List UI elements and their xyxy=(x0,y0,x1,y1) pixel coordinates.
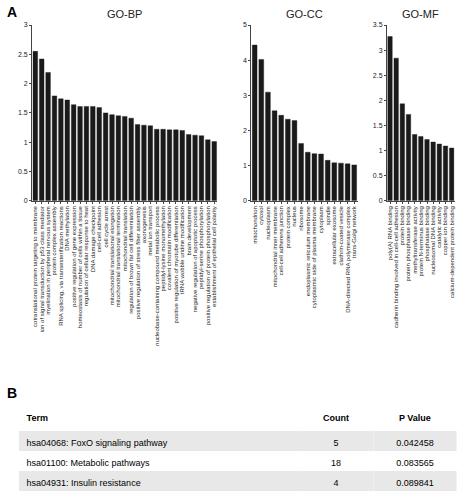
svg-text:cytosol: cytosol xyxy=(258,206,264,225)
svg-text:positive regulation of stress: positive regulation of stress fiber asse… xyxy=(135,206,141,319)
svg-text:nucleoplasm: nucleoplasm xyxy=(265,206,271,240)
svg-text:clathrin-coated vesicle: clathrin-coated vesicle xyxy=(338,206,344,266)
svg-text:negative regulation of apoptot: negative regulation of apoptotic process xyxy=(192,206,198,312)
svg-text:1: 1 xyxy=(243,162,247,169)
svg-text:endoplasmic reticulum membrane: endoplasmic reticulum membrane xyxy=(305,205,311,296)
svg-text:mitochondrial translation: mitochondrial translation xyxy=(122,206,128,271)
svg-text:protein phosphatase binding: protein phosphatase binding xyxy=(405,206,411,281)
svg-text:cytoplasm: cytoplasm xyxy=(318,206,324,233)
svg-text:hsa04068: FoxO signaling pathw: hsa04068: FoxO signaling pathway xyxy=(27,438,168,448)
svg-text:5: 5 xyxy=(243,21,247,28)
svg-text:mitochondrial inner membrane: mitochondrial inner membrane xyxy=(272,205,278,287)
svg-text:0: 0 xyxy=(379,197,383,204)
svg-text:5: 5 xyxy=(334,438,339,448)
svg-text:trans-Golgi network: trans-Golgi network xyxy=(351,205,357,258)
svg-text:cadherin binding involved in c: cadherin binding involved in cell-cell a… xyxy=(393,206,399,328)
svg-text:2: 2 xyxy=(379,97,383,104)
svg-text:hsa04931: Insulin resistance: hsa04931: Insulin resistance xyxy=(27,478,141,488)
svg-text:axonogenesis: axonogenesis xyxy=(141,206,147,243)
svg-text:GO-MF: GO-MF xyxy=(402,8,439,20)
svg-text:spindle: spindle xyxy=(325,205,331,225)
svg-text:2: 2 xyxy=(24,80,28,87)
svg-text:metal ion transport: metal ion transport xyxy=(147,206,153,256)
svg-text:2.5: 2.5 xyxy=(373,72,383,79)
svg-text:P Value: P Value xyxy=(399,413,431,423)
svg-text:2.5: 2.5 xyxy=(18,51,28,58)
svg-text:protein binding: protein binding xyxy=(399,206,405,245)
svg-text:0: 0 xyxy=(243,197,247,204)
svg-text:0.5: 0.5 xyxy=(18,168,28,175)
svg-text:establishment of epithelial ce: establishment of epithelial cell polarit… xyxy=(211,206,217,307)
svg-text:3: 3 xyxy=(24,21,28,28)
svg-text:DNA damage checkpoint: DNA damage checkpoint xyxy=(90,206,96,272)
svg-text:positive regulation of gene ex: positive regulation of gene expression xyxy=(71,206,77,307)
svg-text:myelination in peripheral nerv: myelination in peripheral nervous system xyxy=(45,206,51,315)
svg-text:A: A xyxy=(7,4,17,20)
svg-text:cytoplasmic side of plasma mem: cytoplasmic side of plasma membrane xyxy=(311,205,317,308)
svg-text:DNA-directed RNA polymerase co: DNA-directed RNA polymerase complex xyxy=(345,206,351,313)
svg-text:peptidyl-serine phosphorylatio: peptidyl-serine phosphorylation xyxy=(198,206,204,289)
svg-text:3: 3 xyxy=(379,47,383,54)
svg-text:Count: Count xyxy=(323,413,349,423)
svg-text:0.042458: 0.042458 xyxy=(396,438,434,448)
svg-text:protein N-terminus binding: protein N-terminus binding xyxy=(418,206,424,276)
svg-text:homeostasis of number of cells: homeostasis of number of cells within a … xyxy=(77,205,83,328)
svg-text:1.5: 1.5 xyxy=(18,109,28,116)
svg-text:mitochondrial translational el: mitochondrial translational elongation xyxy=(109,206,115,305)
svg-text:poly(A) RNA binding: poly(A) RNA binding xyxy=(387,206,393,260)
svg-text:protein complex assembly: protein complex assembly xyxy=(51,206,57,275)
svg-text:ribosome: ribosome xyxy=(298,205,304,230)
svg-text:ion of signal transduction by: ion of signal transduction by p53 class … xyxy=(39,206,45,332)
svg-text:copper ion binding: copper ion binding xyxy=(442,206,448,255)
svg-text:4: 4 xyxy=(334,478,339,488)
svg-text:positive regulation of myotube: positive regulation of myotube different… xyxy=(173,206,179,323)
svg-text:catalytic activity: catalytic activity xyxy=(436,206,442,248)
svg-text:nucleus: nucleus xyxy=(291,206,297,227)
svg-text:brain development: brain development xyxy=(186,206,192,256)
svg-text:RNA splicing, via transesterif: RNA splicing, via transesterification re… xyxy=(58,206,64,326)
svg-text:0.089841: 0.089841 xyxy=(396,478,434,488)
svg-text:methyltransferase activity: methyltransferase activity xyxy=(412,206,418,274)
svg-text:cell-cell adherens junction: cell-cell adherens junction xyxy=(278,206,284,275)
svg-text:3: 3 xyxy=(243,92,247,99)
svg-text:GO-BP: GO-BP xyxy=(107,8,142,20)
svg-text:0.5: 0.5 xyxy=(373,172,383,179)
svg-text:regulation of cellular respons: regulation of cellular response to heat xyxy=(83,206,89,306)
svg-text:regulation of brown fat cell d: regulation of brown fat cell differentia… xyxy=(128,206,134,314)
svg-text:DNA methylation: DNA methylation xyxy=(64,206,70,251)
svg-text:1.5: 1.5 xyxy=(373,122,383,129)
svg-text:phosphatase binding: phosphatase binding xyxy=(424,206,430,261)
svg-text:cotranslational protein target: cotranslational protein targeting to mem… xyxy=(32,206,38,327)
svg-text:covalent chromatin modificatio: covalent chromatin modification xyxy=(166,206,172,290)
svg-text:nucleosomal DNA binding: nucleosomal DNA binding xyxy=(430,206,436,275)
svg-text:nucleobase-containing compound: nucleobase-containing compound metabolic… xyxy=(154,206,160,346)
svg-text:18: 18 xyxy=(331,458,341,468)
svg-text:calcium-dependent protein bind: calcium-dependent protein binding xyxy=(449,206,455,298)
svg-text:0: 0 xyxy=(24,197,28,204)
svg-text:4: 4 xyxy=(243,57,247,64)
svg-text:cell cycle arrest: cell cycle arrest xyxy=(103,206,109,248)
svg-text:mitochondrion: mitochondrion xyxy=(252,206,258,244)
svg-text:cell-cell adhesion: cell-cell adhesion xyxy=(96,206,102,252)
svg-text:protein complex: protein complex xyxy=(285,206,291,248)
svg-text:tRNA wobble uridine modificati: tRNA wobble uridine modification xyxy=(179,206,185,294)
svg-text:B: B xyxy=(7,385,17,401)
svg-text:hsa01100: Metabolic pathways: hsa01100: Metabolic pathways xyxy=(27,458,150,468)
svg-text:Term: Term xyxy=(27,413,48,423)
svg-text:peptidyl-lysine monomethylatio: peptidyl-lysine monomethylation xyxy=(160,206,166,291)
svg-text:2: 2 xyxy=(243,127,247,134)
svg-text:1: 1 xyxy=(24,139,28,146)
svg-text:3.5: 3.5 xyxy=(373,21,383,28)
svg-text:extracellular exosome: extracellular exosome xyxy=(331,205,337,264)
svg-text:GO-CC: GO-CC xyxy=(286,8,323,20)
svg-text:0.083565: 0.083565 xyxy=(396,458,434,468)
svg-text:positive regulation of protein: positive regulation of protein phosphory… xyxy=(205,206,211,325)
svg-text:1: 1 xyxy=(379,147,383,154)
svg-text:mitochondrial translational te: mitochondrial translational termination xyxy=(115,206,121,307)
